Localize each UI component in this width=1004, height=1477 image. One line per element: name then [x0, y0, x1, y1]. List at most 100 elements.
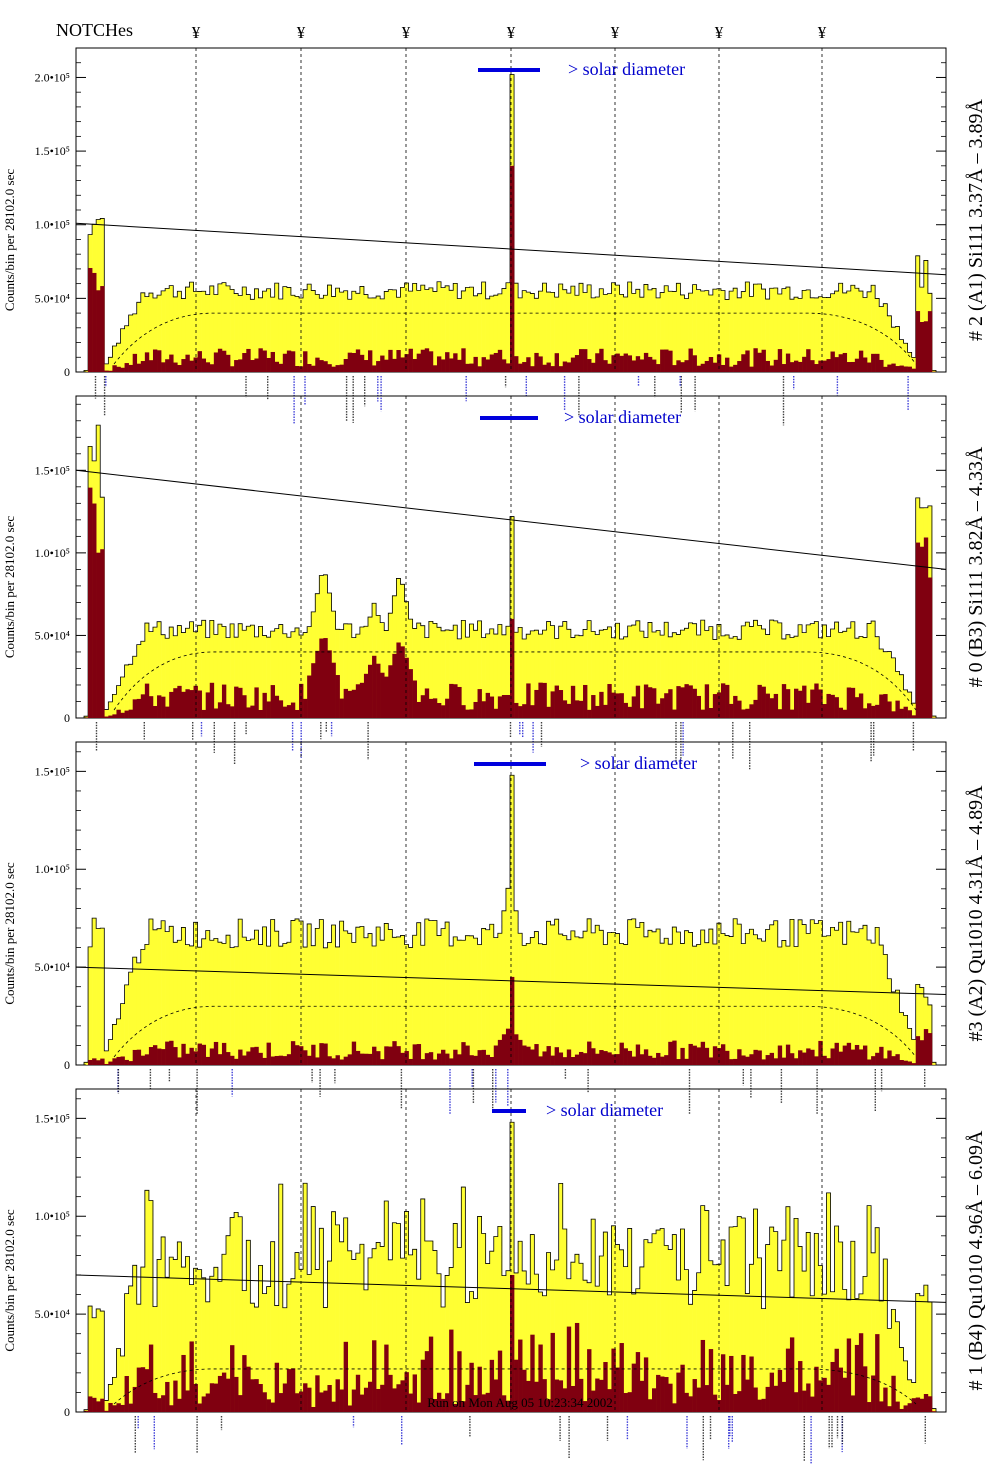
sub-bar [189, 1047, 194, 1065]
sub-bar [688, 685, 693, 718]
sub-bar [639, 708, 645, 718]
sub-bar [278, 1393, 284, 1412]
total-bar [408, 291, 413, 372]
total-bar [737, 924, 742, 1065]
total-bar [108, 1039, 113, 1065]
sub-bar [400, 1052, 405, 1065]
sub-bar [116, 709, 121, 718]
sub-bar [664, 349, 669, 372]
total-bar [749, 296, 754, 372]
sub-bar [570, 1385, 576, 1412]
total-bar [895, 671, 900, 718]
sub-bar [436, 1392, 442, 1412]
sub-bar [854, 358, 860, 372]
sub-bar [449, 358, 454, 372]
sub-bar [505, 1028, 511, 1065]
sub-bar [830, 694, 835, 718]
total-bar [238, 919, 243, 1065]
sub-bar [534, 1381, 539, 1412]
sub-bar [708, 1057, 714, 1065]
sub-bar [355, 1050, 361, 1065]
total-bar [806, 933, 811, 1065]
sub-bar [854, 1344, 860, 1412]
sub-bar [716, 1400, 722, 1412]
total-bar [226, 285, 231, 372]
sub-bar [599, 348, 604, 372]
total-bar [891, 657, 896, 718]
total-bar [534, 931, 539, 1065]
sub-bar [420, 349, 426, 372]
sub-bar [457, 1351, 462, 1412]
total-bar [246, 940, 251, 1065]
total-bar [335, 288, 340, 372]
total-bar [104, 1400, 109, 1412]
panel-0: 05.0•10⁴1.0•10⁵1.5•10⁵2.0•10⁵Counts/bin … [2, 47, 987, 426]
sub-bar [684, 1058, 689, 1065]
sub-bar [725, 684, 730, 718]
sub-bar [789, 1053, 795, 1065]
total-bar [258, 297, 263, 372]
sub-bar [842, 709, 848, 718]
sub-bar [623, 353, 628, 372]
sub-bar [262, 350, 267, 372]
total-bar [311, 290, 316, 372]
sub-bar [773, 693, 779, 718]
total-bar [696, 289, 701, 372]
sub-bar [635, 356, 641, 372]
total-bar [376, 926, 381, 1065]
sub-bar [266, 357, 271, 372]
total-bar [899, 674, 904, 718]
total-bar [258, 1265, 263, 1412]
sub-bar [278, 1055, 284, 1065]
total-bar [355, 927, 361, 1065]
sub-bar [327, 364, 332, 372]
total-bar [720, 635, 726, 718]
sub-bar [927, 1033, 933, 1065]
total-bar [798, 1246, 803, 1412]
sub-bar [412, 358, 417, 372]
total-bar [631, 918, 637, 1065]
total-bar [136, 962, 142, 1065]
sub-bar [887, 364, 892, 372]
sub-bar [250, 1379, 255, 1412]
sub-bar [124, 363, 129, 372]
sub-bar [619, 1042, 624, 1065]
sub-bar [177, 1398, 182, 1412]
sub-bar [392, 653, 397, 718]
total-bar [903, 689, 908, 718]
total-bar [765, 1244, 770, 1412]
total-bar [696, 944, 701, 1065]
sub-bar [282, 706, 288, 718]
total-bar [591, 297, 596, 372]
sub-bar [891, 1056, 896, 1065]
total-bar [469, 935, 474, 1065]
sub-bar [331, 662, 336, 718]
total-bar [554, 919, 559, 1065]
total-bar [583, 931, 588, 1065]
sub-bar [615, 693, 620, 718]
sub-bar [230, 366, 235, 372]
sub-bar [895, 366, 900, 372]
total-bar [846, 628, 852, 718]
sub-bar [587, 1349, 592, 1412]
sub-bar [493, 1379, 499, 1412]
sub-bar [152, 1045, 158, 1065]
total-bar [814, 923, 819, 1065]
sub-bar [246, 1051, 251, 1065]
total-bar [420, 945, 426, 1065]
sub-bar [396, 642, 401, 718]
sub-bar [144, 352, 150, 372]
total-bar [810, 1295, 815, 1412]
total-bar [668, 291, 673, 372]
sub-bar [262, 1057, 267, 1065]
total-bar [858, 928, 864, 1065]
sub-bar [830, 351, 835, 372]
sub-bar [578, 1378, 584, 1412]
total-bar [266, 946, 271, 1065]
total-bar [436, 627, 442, 718]
sub-bar [652, 1388, 657, 1412]
sub-bar [895, 1054, 900, 1065]
sub-bar [761, 1059, 766, 1065]
sub-bar [132, 353, 138, 372]
sub-bar [668, 350, 673, 372]
